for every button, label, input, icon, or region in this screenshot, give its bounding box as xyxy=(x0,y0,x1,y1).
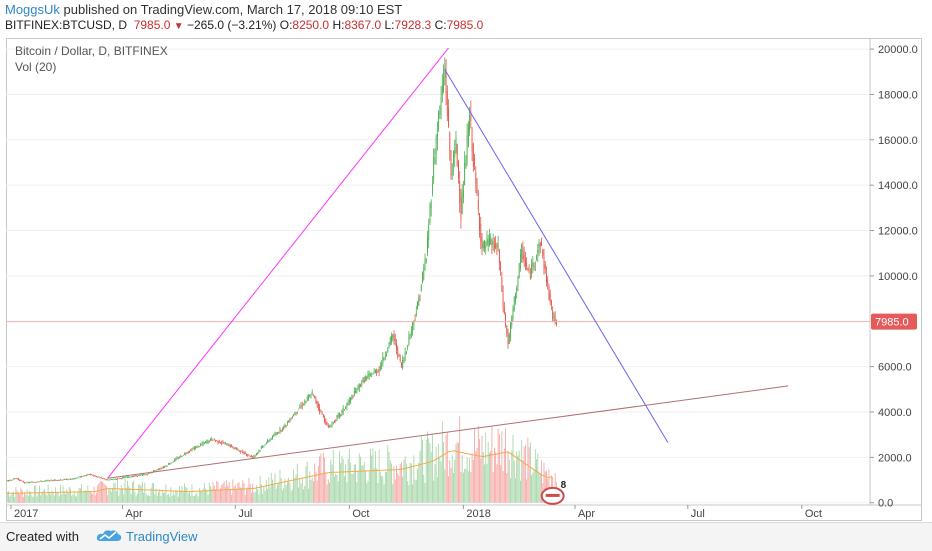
down-arrow-icon: ▼ xyxy=(173,21,184,32)
open-label: O: xyxy=(279,18,293,32)
author-link[interactable]: MoggsUk xyxy=(5,2,60,17)
last-price: 7985.0 xyxy=(133,18,171,32)
low-value: 7928.3 xyxy=(394,18,432,32)
close-label: C: xyxy=(434,18,447,32)
tradingview-cloud-icon[interactable] xyxy=(95,528,123,544)
created-with-label: Created with xyxy=(6,529,79,544)
footer-bar: Created with TradingView xyxy=(0,522,932,551)
tradingview-brand-link[interactable]: TradingView xyxy=(126,529,198,544)
volume-title: Vol (20) xyxy=(15,60,57,74)
publication-info: MoggsUk published on TradingView.com, Ma… xyxy=(5,2,402,17)
symbol-ohlc-bar: BITFINEX:BTCUSD, D 7985.0 ▼ −265.0 (−3.2… xyxy=(5,18,483,32)
series-title: Bitcoin / Dollar, D, BITFINEX xyxy=(15,44,168,58)
open-value: 8250.0 xyxy=(292,18,330,32)
chart-frame[interactable] xyxy=(6,38,922,521)
symbol-label: BITFINEX:BTCUSD, D xyxy=(5,18,128,32)
close-value: 7985.0 xyxy=(446,18,484,32)
high-label: H: xyxy=(332,18,345,32)
price-change: −265.0 (−3.21%) xyxy=(186,18,277,32)
published-text: published on TradingView.com, March 17, … xyxy=(59,2,403,17)
low-label: L: xyxy=(384,18,395,32)
high-value: 8367.0 xyxy=(344,18,382,32)
